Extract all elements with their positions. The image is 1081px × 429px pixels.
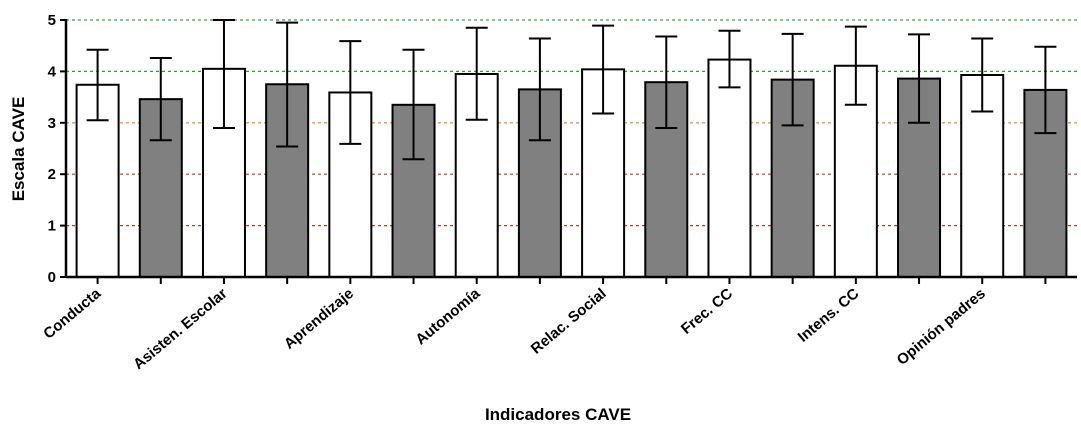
y-tick-label: 5 [48, 12, 56, 29]
y-tick-label: 3 [48, 115, 56, 132]
x-category-label: Asisten. Escolar [130, 285, 230, 373]
x-category-labels: Conducta Asisten. Escolar Aprendizaje Auton… [40, 285, 989, 373]
y-tick-label: 1 [48, 218, 56, 235]
y-tick-label: 2 [48, 166, 56, 183]
x-category-label: Opinión padres [894, 285, 989, 369]
bar [707, 58, 752, 278]
x-category-label: Autonomía [412, 285, 483, 349]
error-bars [86, 19, 1057, 161]
y-tick-label: 0 [48, 269, 56, 286]
axes [60, 19, 1077, 284]
x-category-label: Aprendizaje [281, 285, 357, 353]
x-category-label: Conducta [40, 285, 104, 343]
y-axis-title: Escala CAVE [9, 97, 28, 202]
y-tick-label: 4 [48, 63, 57, 80]
x-axis-title: Indicadores CAVE [485, 405, 631, 424]
bars [75, 58, 1068, 279]
y-tick-labels: 0 1 2 3 4 5 [48, 12, 57, 286]
x-category-label: Frec. CC [678, 285, 736, 338]
x-category-label: Relac. Social [528, 285, 610, 358]
x-category-label: Intens. CC [795, 285, 863, 346]
